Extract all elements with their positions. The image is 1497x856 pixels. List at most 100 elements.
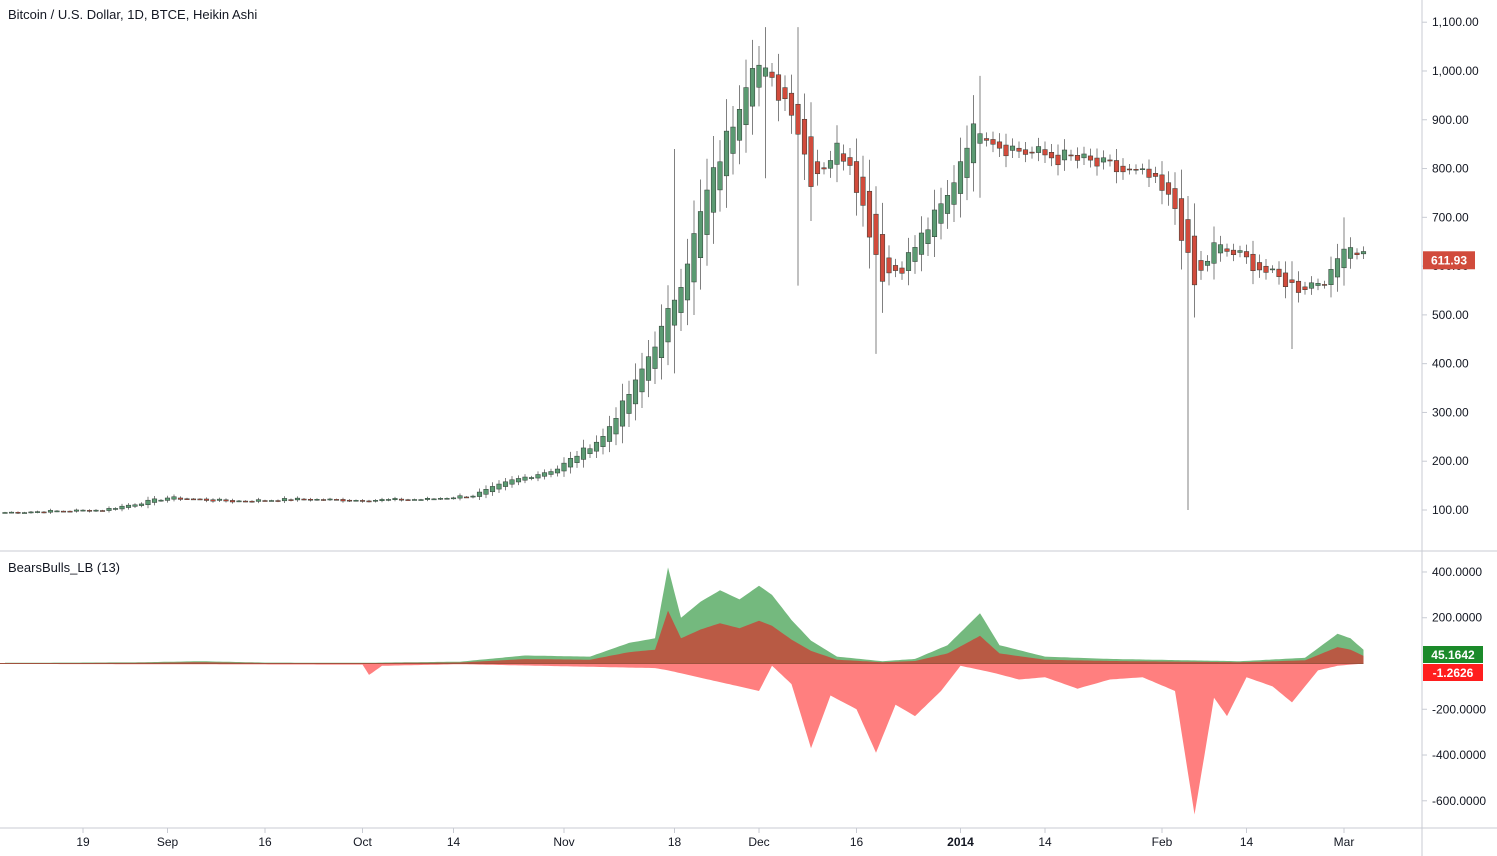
time-tick-label: Mar	[1334, 835, 1355, 849]
candle-body	[54, 510, 60, 513]
candle-body	[125, 504, 132, 508]
candle-body	[691, 233, 697, 283]
candle-body	[171, 496, 177, 500]
candle-body	[41, 511, 47, 514]
candle-body	[1204, 260, 1211, 266]
candle-body	[626, 394, 632, 414]
candle-body	[1295, 280, 1302, 293]
candle-body	[307, 498, 314, 501]
candle-body	[28, 511, 34, 514]
overlap-area	[5, 610, 1364, 664]
candle-body	[483, 489, 489, 495]
bulls-value-badge	[1423, 646, 1483, 663]
candle-body	[385, 499, 392, 501]
candle-body	[1328, 269, 1334, 285]
price-tick-label: 700.00	[1432, 210, 1469, 224]
candle-body	[853, 161, 860, 193]
time-tick-label: 16	[850, 835, 864, 849]
candle-body	[1055, 154, 1061, 166]
candle-body	[1159, 174, 1165, 191]
candle-body	[587, 448, 593, 454]
candle-body	[463, 496, 470, 499]
candle-body	[1347, 247, 1354, 259]
candle-body	[554, 468, 561, 474]
candle-body	[541, 472, 548, 477]
time-tick-label: 2014	[947, 835, 974, 849]
candle-body	[379, 499, 385, 502]
candle-body	[834, 142, 840, 165]
candle-body	[1217, 244, 1224, 254]
candle-body	[678, 287, 684, 313]
candle-body	[67, 510, 73, 513]
candle-body	[496, 483, 502, 490]
candle-body	[431, 498, 437, 501]
candle-body	[216, 498, 223, 501]
candle-body	[671, 299, 678, 326]
candle-body	[613, 418, 619, 435]
indicator-title: BearsBulls_LB (13)	[8, 560, 120, 575]
candle-body	[112, 508, 119, 510]
candle-body	[515, 478, 522, 483]
time-tick-label: 14	[447, 835, 461, 849]
candle-body	[372, 500, 379, 502]
indicator-tick-label: -600.0000	[1432, 794, 1486, 808]
candle-body	[1315, 283, 1321, 286]
candle-body	[190, 498, 197, 501]
candle-body	[1100, 157, 1107, 163]
candle-body	[710, 167, 717, 213]
bears-value-badge	[1423, 664, 1483, 681]
candle-body	[619, 400, 626, 427]
candle-body	[918, 232, 925, 255]
candle-body	[288, 499, 294, 501]
candle-body	[99, 510, 106, 512]
candle-body	[359, 500, 366, 502]
last-price-label: 611.93	[1431, 253, 1467, 267]
candle-body	[197, 498, 203, 501]
candle-body	[281, 498, 288, 502]
candle-body	[1360, 251, 1367, 255]
candle-body	[827, 160, 834, 169]
candle-body	[912, 247, 918, 262]
price-tick-label: 1,000.00	[1432, 64, 1479, 78]
candle-body	[392, 498, 398, 501]
candle-body	[970, 123, 977, 164]
candle-body	[600, 436, 606, 447]
candle-body	[905, 252, 912, 271]
candle-body	[866, 190, 873, 238]
candle-body	[327, 498, 333, 501]
time-tick-label: 14	[1038, 835, 1052, 849]
last-price-badge	[1423, 251, 1475, 270]
candle-body	[1334, 258, 1341, 278]
candle-body	[1250, 253, 1256, 272]
price-tick-label: 200.00	[1432, 454, 1469, 468]
candle-body	[1016, 147, 1022, 152]
candle-body	[509, 479, 515, 485]
bears-value-label: -1.2626	[1433, 666, 1474, 680]
candle-body	[184, 498, 190, 500]
candle-body	[1081, 153, 1087, 159]
candle-body	[632, 379, 639, 405]
candle-body	[808, 136, 814, 187]
candle-body	[1172, 188, 1178, 209]
candle-body	[847, 157, 853, 166]
price-tick-label: 1,100.00	[1432, 15, 1479, 29]
candle-body	[1094, 157, 1100, 167]
time-tick-label: Sep	[157, 835, 179, 849]
candle-body	[320, 499, 327, 501]
candle-body	[1113, 160, 1120, 173]
candle-body	[145, 499, 151, 506]
indicator-series	[0, 567, 1364, 815]
candle-body	[964, 147, 970, 178]
candle-body	[457, 495, 463, 499]
candle-body	[1198, 260, 1204, 271]
candle-body	[1269, 268, 1276, 271]
candle-body	[1061, 149, 1068, 161]
candle-body	[925, 229, 931, 244]
candle-body	[795, 103, 801, 135]
time-tick-label: Feb	[1152, 835, 1173, 849]
candle-body	[1308, 282, 1315, 289]
candle-body	[236, 500, 242, 503]
candle-body	[886, 257, 892, 274]
candle-body	[398, 498, 405, 501]
